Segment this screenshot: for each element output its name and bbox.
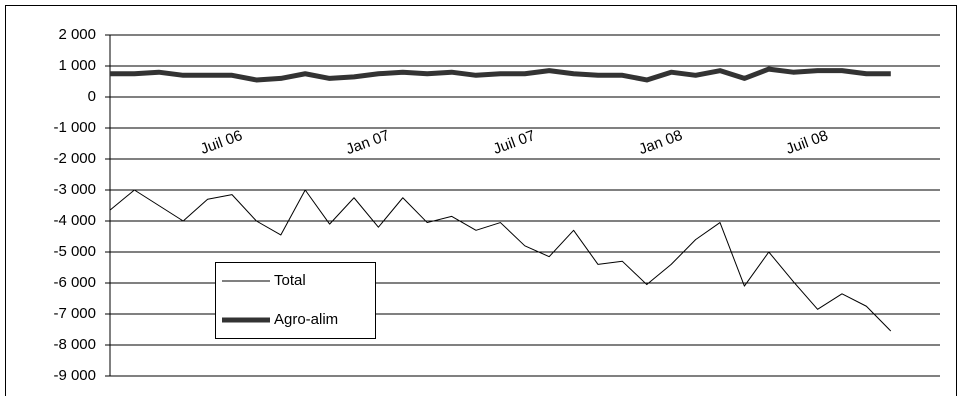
y-tick-label: -9 000 xyxy=(53,367,96,384)
legend-label: Agro-alim xyxy=(274,311,338,328)
y-tick-label: 1 000 xyxy=(58,57,96,74)
y-tick-label: -6 000 xyxy=(53,274,96,291)
y-tick-label: -4 000 xyxy=(53,212,96,229)
x-tick-label: Jan 08 xyxy=(637,127,685,158)
series-line xyxy=(110,66,891,83)
legend-label: Total xyxy=(274,272,306,289)
y-tick-label: 0 xyxy=(88,88,96,105)
y-tick-label: -2 000 xyxy=(53,150,96,167)
series-line xyxy=(109,189,892,332)
y-tick-label: -8 000 xyxy=(53,336,96,353)
x-tick-label: Juil 08 xyxy=(784,127,831,158)
y-tick-label: -5 000 xyxy=(53,243,96,260)
legend-box xyxy=(215,262,376,339)
y-tick-label: -3 000 xyxy=(53,181,96,198)
y-tick-label: -7 000 xyxy=(53,305,96,322)
legend: Total Agro-alim xyxy=(215,262,376,339)
chart-frame xyxy=(5,5,957,396)
y-tick-label: -1 000 xyxy=(53,119,96,136)
x-tick-label: Juil 07 xyxy=(491,127,538,158)
x-tick-label: Jan 07 xyxy=(344,127,392,158)
x-tick-label: Juil 06 xyxy=(198,127,245,158)
y-tick-label: 2 000 xyxy=(58,26,96,43)
